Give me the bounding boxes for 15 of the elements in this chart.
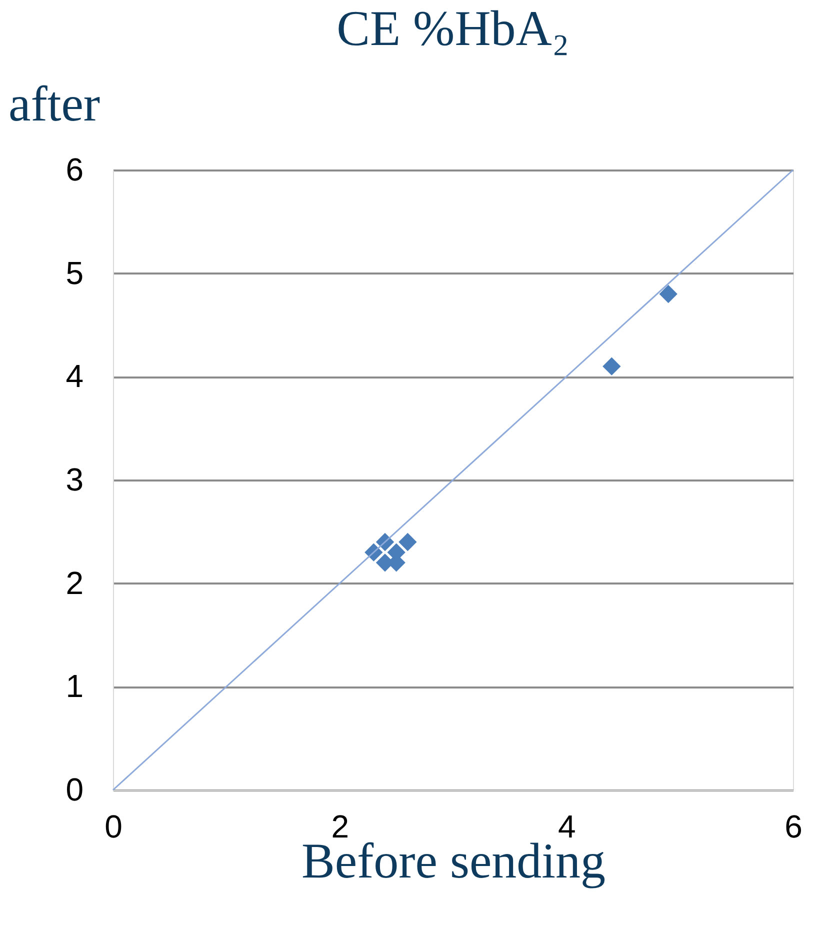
x-tick-label: 4 <box>558 808 576 844</box>
y-tick-label: 2 <box>66 564 84 601</box>
y-tick-label: 1 <box>66 668 84 704</box>
y-tick-label: 3 <box>66 462 84 498</box>
chart-title: CE %HbA₂ <box>336 0 570 56</box>
y-tick-label: 0 <box>66 772 84 808</box>
x-tick-label: 0 <box>104 808 122 844</box>
y-axis-title: after <box>8 76 100 132</box>
point <box>602 357 621 376</box>
y-tick-label: 4 <box>66 358 84 394</box>
x-tick-label: 6 <box>784 808 802 844</box>
y-tick-label: 5 <box>66 254 84 291</box>
point <box>398 532 417 552</box>
point <box>659 284 678 304</box>
y-tick-label: 6 <box>66 152 84 188</box>
